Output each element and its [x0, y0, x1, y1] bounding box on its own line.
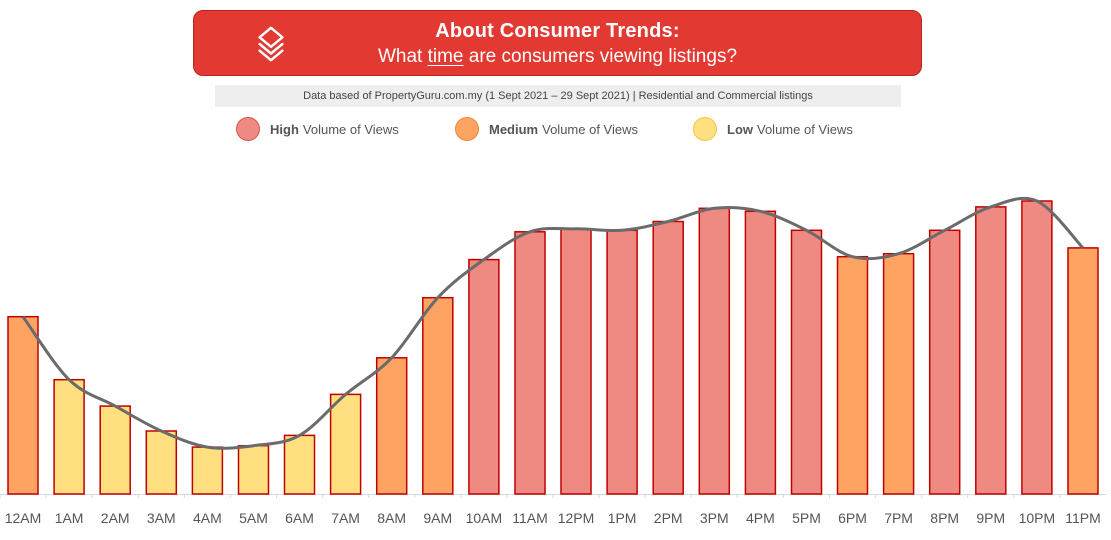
bar-8am	[375, 357, 408, 495]
x-tick-label: 11PM	[1065, 510, 1101, 526]
header-banner: About Consumer Trends: What time are con…	[193, 10, 922, 76]
x-tick-label: 1PM	[608, 510, 637, 526]
x-tick-label: 6PM	[838, 510, 867, 526]
bar-5am	[237, 444, 270, 495]
x-tick-label: 12AM	[5, 510, 42, 526]
x-tick-label: 5PM	[792, 510, 821, 526]
bar-12pm	[560, 228, 592, 495]
bar-10am	[468, 258, 500, 495]
legend-swatch-high	[236, 117, 260, 141]
bar-6pm	[836, 255, 869, 495]
source-note: Data based of PropertyGuru.com.my (1 Sep…	[215, 85, 901, 107]
x-tick-label: 4AM	[193, 510, 222, 526]
trend-line	[21, 196, 1085, 450]
bar-4pm	[744, 210, 777, 495]
bar-4am	[191, 446, 224, 495]
bar-3am	[145, 430, 178, 495]
x-tick-label: 1AM	[55, 510, 84, 526]
bar-6am	[283, 434, 316, 495]
legend-swatch-low	[693, 117, 717, 141]
x-tick-label: 11AM	[512, 510, 548, 526]
bar-2pm	[652, 220, 684, 495]
bar-7pm	[882, 252, 915, 495]
subtitle-emphasis: time	[427, 46, 464, 67]
x-tick-label: 5AM	[239, 510, 268, 526]
x-tick-label: 2AM	[101, 510, 130, 526]
x-tick-label: 4PM	[746, 510, 775, 526]
bar-7am	[329, 393, 362, 495]
x-tick-label: 9AM	[423, 510, 452, 526]
x-tick-label: 3AM	[147, 510, 176, 526]
legend-item-high: High Volume of Views	[236, 114, 399, 144]
bar-9pm	[975, 206, 1007, 495]
x-tick-label: 7PM	[884, 510, 913, 526]
x-tick-label: 9PM	[976, 510, 1005, 526]
bar-12am	[7, 315, 39, 495]
x-tick-label: 2PM	[654, 510, 683, 526]
bar-10pm	[1021, 200, 1053, 495]
x-tick-label: 8PM	[930, 510, 959, 526]
propertyguru-logo-icon	[258, 26, 284, 62]
x-tick-label: 10AM	[466, 510, 503, 526]
x-tick-label: 6AM	[285, 510, 314, 526]
page-title: About Consumer Trends:	[435, 20, 680, 42]
bar-2am	[99, 405, 131, 495]
x-tick-label: 3PM	[700, 510, 729, 526]
x-tick-label: 12PM	[558, 510, 595, 526]
x-tick-label: 8AM	[377, 510, 406, 526]
bar-11pm	[1067, 247, 1099, 495]
legend-swatch-medium	[455, 117, 479, 141]
page-subtitle: What time are consumers viewing listings…	[377, 46, 738, 67]
x-tick-label: 7AM	[331, 510, 360, 526]
bar-1am	[53, 378, 85, 495]
bar-11am	[514, 231, 546, 495]
bar-1pm	[606, 229, 638, 495]
x-tick-label: 10PM	[1019, 510, 1056, 526]
bar-8pm	[928, 229, 961, 495]
bar-5pm	[790, 229, 823, 495]
legend: High Volume of Views Medium Volume of View…	[0, 114, 1111, 144]
bar-3pm	[698, 207, 731, 495]
legend-item-medium: Medium Volume of Views	[455, 114, 638, 144]
legend-item-low: Low Volume of Views	[693, 114, 853, 144]
bar-9am	[422, 296, 454, 495]
